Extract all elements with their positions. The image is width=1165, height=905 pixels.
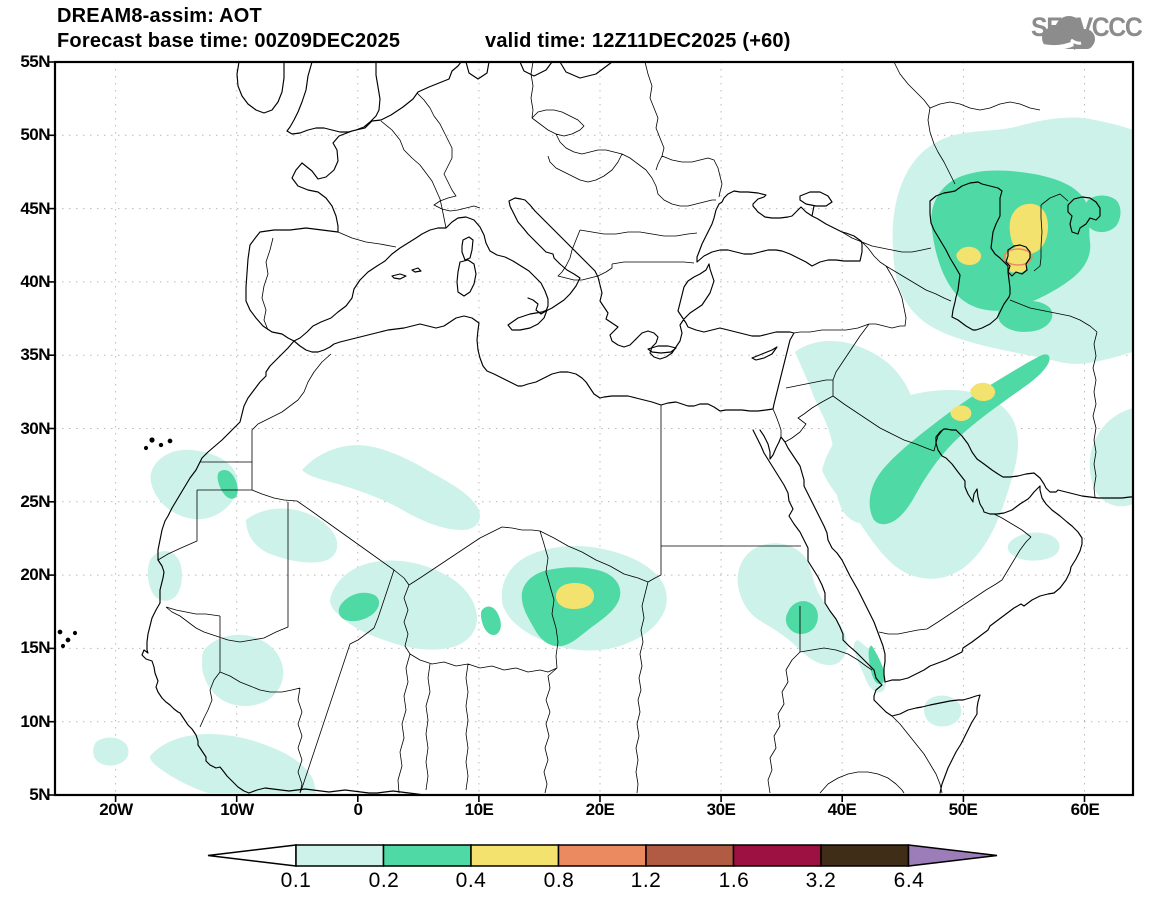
borders-africa — [157, 353, 943, 794]
contour-yellow-caspian-main — [1009, 203, 1048, 255]
colorbar-segment-0.8-1.2 — [557, 844, 647, 867]
colorbar-over-arrow — [907, 844, 998, 867]
colorbar — [207, 844, 998, 867]
y-tick-25n: 25N — [20, 492, 50, 511]
colorbar-label-0.2: 0.2 — [368, 869, 400, 892]
x-tick-20e: 20E — [585, 800, 615, 819]
logo-text: SEEVCCC — [1030, 12, 1143, 42]
contour-level-0.8-outline — [1003, 248, 1033, 266]
colorbar-under-arrow — [207, 844, 297, 867]
x-tick-30e: 30E — [706, 800, 736, 819]
contour-green-caspian — [931, 170, 1091, 311]
contour-cyan-algeria-band — [302, 445, 481, 530]
x-tick-0: 0 — [353, 800, 363, 819]
y-tick-55n: 55N — [20, 52, 50, 71]
page-title: DREAM8-assim: AOT — [57, 5, 262, 27]
contour-cyan-mali-west — [246, 508, 338, 563]
colorbar-segment-0.2-0.4 — [382, 844, 472, 867]
contour-cyan-sudan-redsea — [737, 543, 847, 666]
contour-yellow-chad — [556, 583, 594, 609]
colorbar-segment-1.2-1.6 — [645, 844, 735, 867]
y-tick-15n: 15N — [20, 638, 50, 657]
y-tick-30n: 30N — [20, 419, 50, 438]
contour-green-mauritania-streak — [217, 469, 238, 499]
colorbar-label-1.2: 1.2 — [630, 869, 662, 892]
valid-time: valid time: 12Z11DEC2025 (+60) — [485, 30, 791, 52]
y-tick-50n: 50N — [20, 125, 50, 144]
colorbar-label-6.4: 6.4 — [893, 869, 925, 892]
x-tick-40e: 40E — [827, 800, 857, 819]
x-tick-50e: 50E — [948, 800, 978, 819]
contour-cyan-guinea-band — [150, 734, 316, 793]
borders-caucasus-centralasia — [841, 193, 1098, 498]
contour-green-mali — [338, 592, 380, 622]
contour-yellow-iran-1 — [970, 382, 996, 402]
y-tick-5n: 5N — [29, 785, 50, 804]
contour-fill-level-0.4 — [556, 203, 1048, 609]
colorbar-label-0.4: 0.4 — [455, 869, 487, 892]
colorbar-label-1.6: 1.6 — [718, 869, 750, 892]
x-tick-10e: 10E — [464, 800, 494, 819]
borders-middle-east — [772, 323, 1032, 635]
contour-green-sudan — [785, 601, 818, 634]
contour-green-caspian-south-lobe — [997, 300, 1053, 332]
y-tick-20n: 20N — [20, 565, 50, 584]
country-borders — [157, 61, 1098, 794]
coastlines — [57, 61, 1134, 796]
borders-europe — [261, 61, 1041, 331]
contour-cyan-niger-mass — [330, 560, 478, 650]
contour-cyan-uae — [1007, 532, 1060, 561]
contour-yellow-iran-2 — [950, 405, 972, 422]
colorbar-label-3.2: 3.2 — [805, 869, 837, 892]
contour-cyan-wsahara-coast — [147, 551, 182, 601]
x-tick-20w: 20W — [99, 800, 133, 819]
contour-cyan-mauritania — [150, 449, 238, 520]
contour-green-aral — [1084, 195, 1121, 233]
x-tick-10w: 10W — [220, 800, 254, 819]
contour-green-chad-west-streak — [480, 606, 501, 635]
seevccc-logo: SEEVCCC — [1030, 12, 1151, 51]
contour-cyan-senegal — [202, 634, 284, 706]
forecast-base-time: Forecast base time: 00Z09DEC2025 — [57, 30, 401, 52]
contour-cyan-somalia — [923, 695, 962, 727]
y-tick-45n: 45N — [20, 199, 50, 218]
contour-yellow-caspian-small — [956, 246, 982, 266]
colorbar-label-0.1: 0.1 — [280, 869, 312, 892]
x-tick-60e: 60E — [1070, 800, 1100, 819]
cloud-arrow-icon — [1036, 16, 1095, 51]
contour-yellow-karabogaz — [1006, 247, 1030, 273]
colorbar-segment-0.4-0.8 — [470, 844, 560, 867]
y-tick-40n: 40N — [20, 272, 50, 291]
colorbar-segment-3.2-6.4 — [820, 844, 910, 867]
y-tick-10n: 10N — [20, 712, 50, 731]
contour-cyan-right-edge — [1089, 408, 1133, 507]
colorbar-label-0.8: 0.8 — [543, 869, 575, 892]
colorbar-segment-1.6-3.2 — [732, 844, 822, 867]
contour-fill-level-0.2 — [217, 170, 1121, 685]
contour-cyan-coast-small — [93, 737, 129, 766]
y-tick-35n: 35N — [20, 345, 50, 364]
contour-green-iran-band — [869, 354, 1050, 525]
contour-green-redsea-thin — [868, 645, 885, 685]
colorbar-segment-0.1-0.2 — [295, 844, 385, 867]
axis-tick-marks — [48, 61, 1086, 802]
